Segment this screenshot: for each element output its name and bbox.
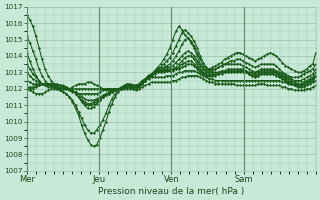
X-axis label: Pression niveau de la mer( hPa ): Pression niveau de la mer( hPa ): [98, 187, 244, 196]
